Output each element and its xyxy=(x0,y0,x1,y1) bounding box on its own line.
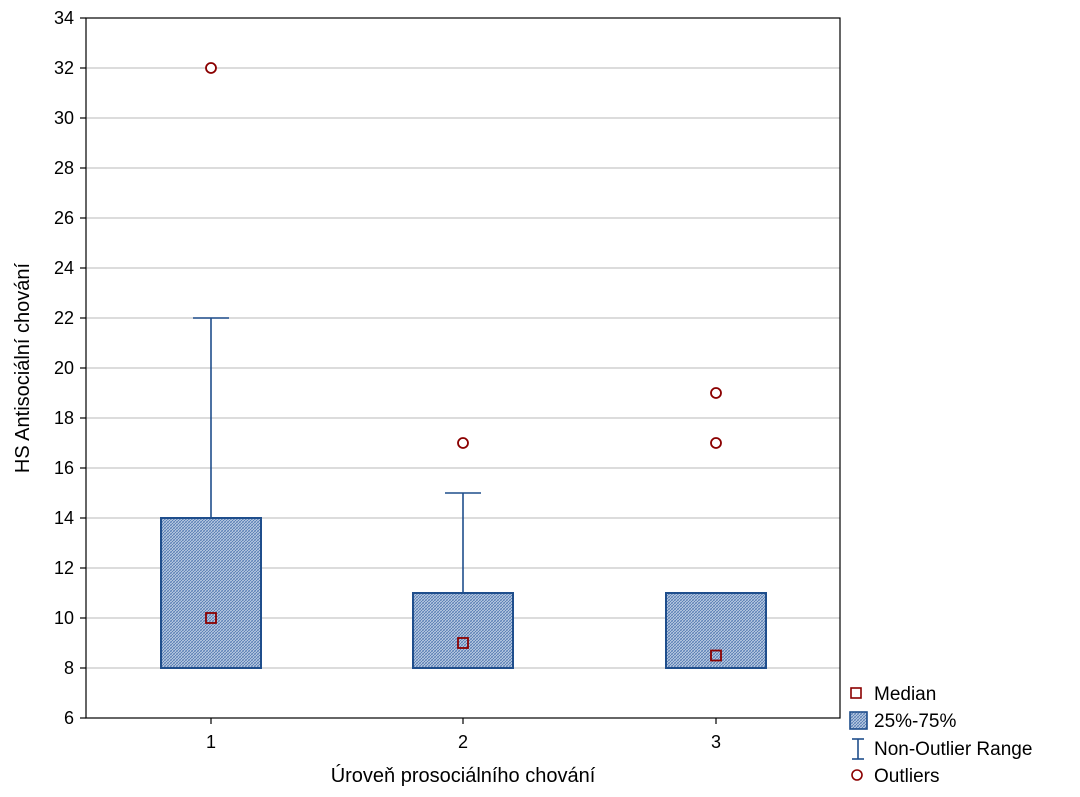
y-axis-title: HS Antisociální chování xyxy=(12,263,34,474)
legend-outlier-label: Outliers xyxy=(874,766,939,787)
legend-whisker-swatch xyxy=(852,738,864,760)
y-tick-label: 16 xyxy=(54,458,74,478)
legend-outlier-swatch xyxy=(851,769,863,781)
legend-whisker-label: Non-Outlier Range xyxy=(874,739,1032,760)
y-tick-label: 32 xyxy=(54,58,74,78)
box-group-2 xyxy=(412,437,514,669)
y-tick-label: 14 xyxy=(54,508,74,528)
iqr-box xyxy=(412,592,514,669)
legend-median-label: Median xyxy=(874,684,936,705)
y-tick-label: 34 xyxy=(54,8,74,28)
box-series xyxy=(160,62,767,669)
y-tick-label: 30 xyxy=(54,108,74,128)
median-marker xyxy=(710,649,722,662)
y-tick-label: 6 xyxy=(64,708,74,728)
y-tick-label: 8 xyxy=(64,658,74,678)
y-tick-label: 22 xyxy=(54,308,74,328)
outlier-point xyxy=(710,437,722,449)
legend-box-label: 25%-75% xyxy=(874,711,956,732)
y-tick-label: 28 xyxy=(54,158,74,178)
outlier-point xyxy=(457,437,469,449)
x-tick-label: 1 xyxy=(206,732,216,752)
iqr-box xyxy=(665,592,767,669)
box-group-3 xyxy=(665,387,767,669)
legend: Median 25%-75% Non-Outlier Range Outlier… xyxy=(849,684,1032,787)
y-tick-label: 20 xyxy=(54,358,74,378)
y-tick-label: 24 xyxy=(54,258,74,278)
legend-median-swatch xyxy=(850,687,862,699)
median-marker xyxy=(205,612,217,624)
legend-box-swatch xyxy=(849,711,868,730)
y-tick-label: 12 xyxy=(54,558,74,578)
y-tick-label: 18 xyxy=(54,408,74,428)
x-tick-label: 2 xyxy=(458,732,468,752)
outlier-point xyxy=(205,62,217,74)
y-tick-label: 10 xyxy=(54,608,74,628)
y-tick-label: 26 xyxy=(54,208,74,228)
x-tick-label: 3 xyxy=(711,732,721,752)
median-marker xyxy=(457,637,469,649)
iqr-box xyxy=(160,517,262,669)
box-group-1 xyxy=(160,62,262,669)
outlier-point xyxy=(710,387,722,399)
x-axis-title: Úroveň prosociálního chování xyxy=(331,764,596,787)
